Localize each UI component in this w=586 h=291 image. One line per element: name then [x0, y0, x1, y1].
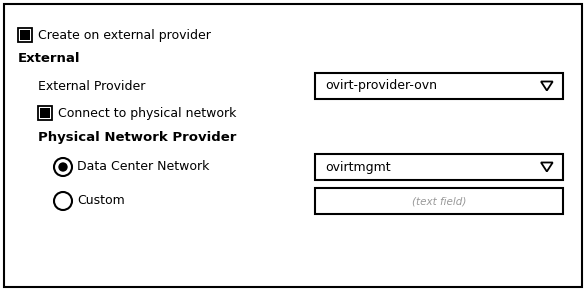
Text: Create on external provider: Create on external provider: [38, 29, 211, 42]
Text: (text field): (text field): [412, 196, 466, 206]
Bar: [40, 108, 50, 118]
Text: ovirtmgmt: ovirtmgmt: [325, 161, 391, 173]
Circle shape: [59, 162, 67, 172]
Text: External Provider: External Provider: [38, 79, 145, 93]
Circle shape: [54, 192, 72, 210]
Polygon shape: [541, 162, 553, 171]
Bar: [315, 73, 563, 99]
Bar: [315, 188, 563, 214]
Text: ovirt-provider-ovn: ovirt-provider-ovn: [325, 79, 437, 93]
Bar: [315, 154, 563, 180]
Text: Data Center Network: Data Center Network: [77, 161, 209, 173]
Bar: [18, 28, 32, 42]
Text: Physical Network Provider: Physical Network Provider: [38, 132, 236, 145]
Text: External: External: [18, 52, 80, 65]
Polygon shape: [541, 81, 553, 91]
Bar: [38, 106, 52, 120]
Text: Connect to physical network: Connect to physical network: [58, 107, 236, 120]
Circle shape: [54, 158, 72, 176]
Text: Custom: Custom: [77, 194, 125, 207]
Bar: [20, 30, 30, 40]
